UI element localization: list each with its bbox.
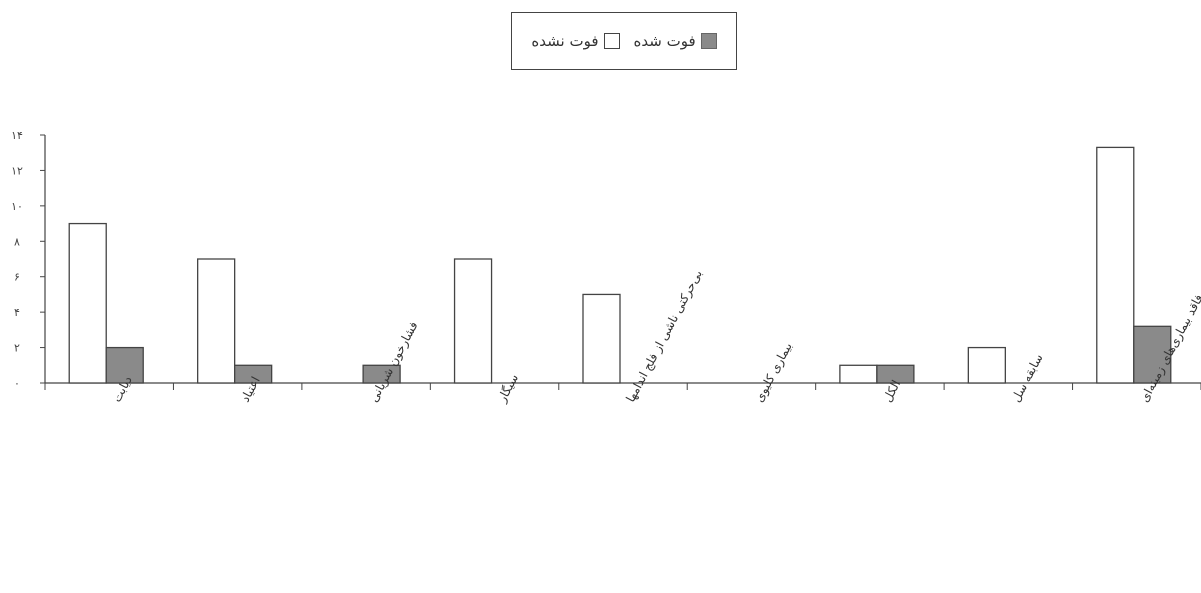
bar-died	[876, 364, 915, 384]
y-tick-label: ۲	[14, 342, 20, 355]
y-tick-label: ۴	[14, 306, 20, 319]
legend-swatch-died	[700, 33, 717, 49]
x-tick-label: سابقه سل	[1009, 351, 1046, 404]
legend: فوت شده فوت نشده	[511, 12, 737, 70]
bar-died	[1133, 325, 1172, 384]
y-tick-label: ۸	[14, 235, 20, 248]
legend-label-died: فوت شده	[633, 32, 696, 50]
x-labels: دیابت اعتیاد فشارخون شریانی سیگار بی‌حرکتی ن…	[110, 268, 1201, 406]
legend-item-died: فوت شده	[634, 32, 717, 50]
x-tick-label: بیماری کلیوی	[752, 340, 796, 405]
bar-survived	[839, 364, 878, 384]
y-tick-label: ۱۴	[11, 129, 23, 142]
bar-survived	[197, 258, 236, 384]
legend-label-survived: فوت نشده	[531, 32, 599, 50]
bar-survived	[453, 258, 493, 384]
bar-died	[362, 364, 401, 384]
y-tick-label: ۱۲	[11, 164, 23, 177]
x-tick-label: فشارخون شریانی	[366, 319, 421, 405]
y-axis: ۰ ۲ ۴ ۶ ۸ ۱۰ ۱۲ ۱۴	[11, 129, 46, 390]
y-tick-label: ۶	[14, 271, 20, 284]
x-tick-label: بی‌حرکتی ناشی از فلج اندامها	[623, 268, 706, 405]
bar-died	[105, 346, 144, 384]
y-tick-label: ۰	[14, 377, 20, 390]
x-tick-label: سیگار	[494, 372, 522, 406]
bar-died	[234, 364, 273, 384]
bar-survived	[68, 222, 107, 384]
legend-item-survived: فوت نشده	[531, 32, 620, 50]
bar-survived	[1096, 146, 1135, 384]
bar-survived	[967, 346, 1006, 384]
legend-swatch-survived	[603, 33, 620, 49]
bars	[68, 146, 1172, 384]
bar-survived	[582, 293, 621, 384]
y-tick-label: ۱۰	[11, 200, 23, 213]
